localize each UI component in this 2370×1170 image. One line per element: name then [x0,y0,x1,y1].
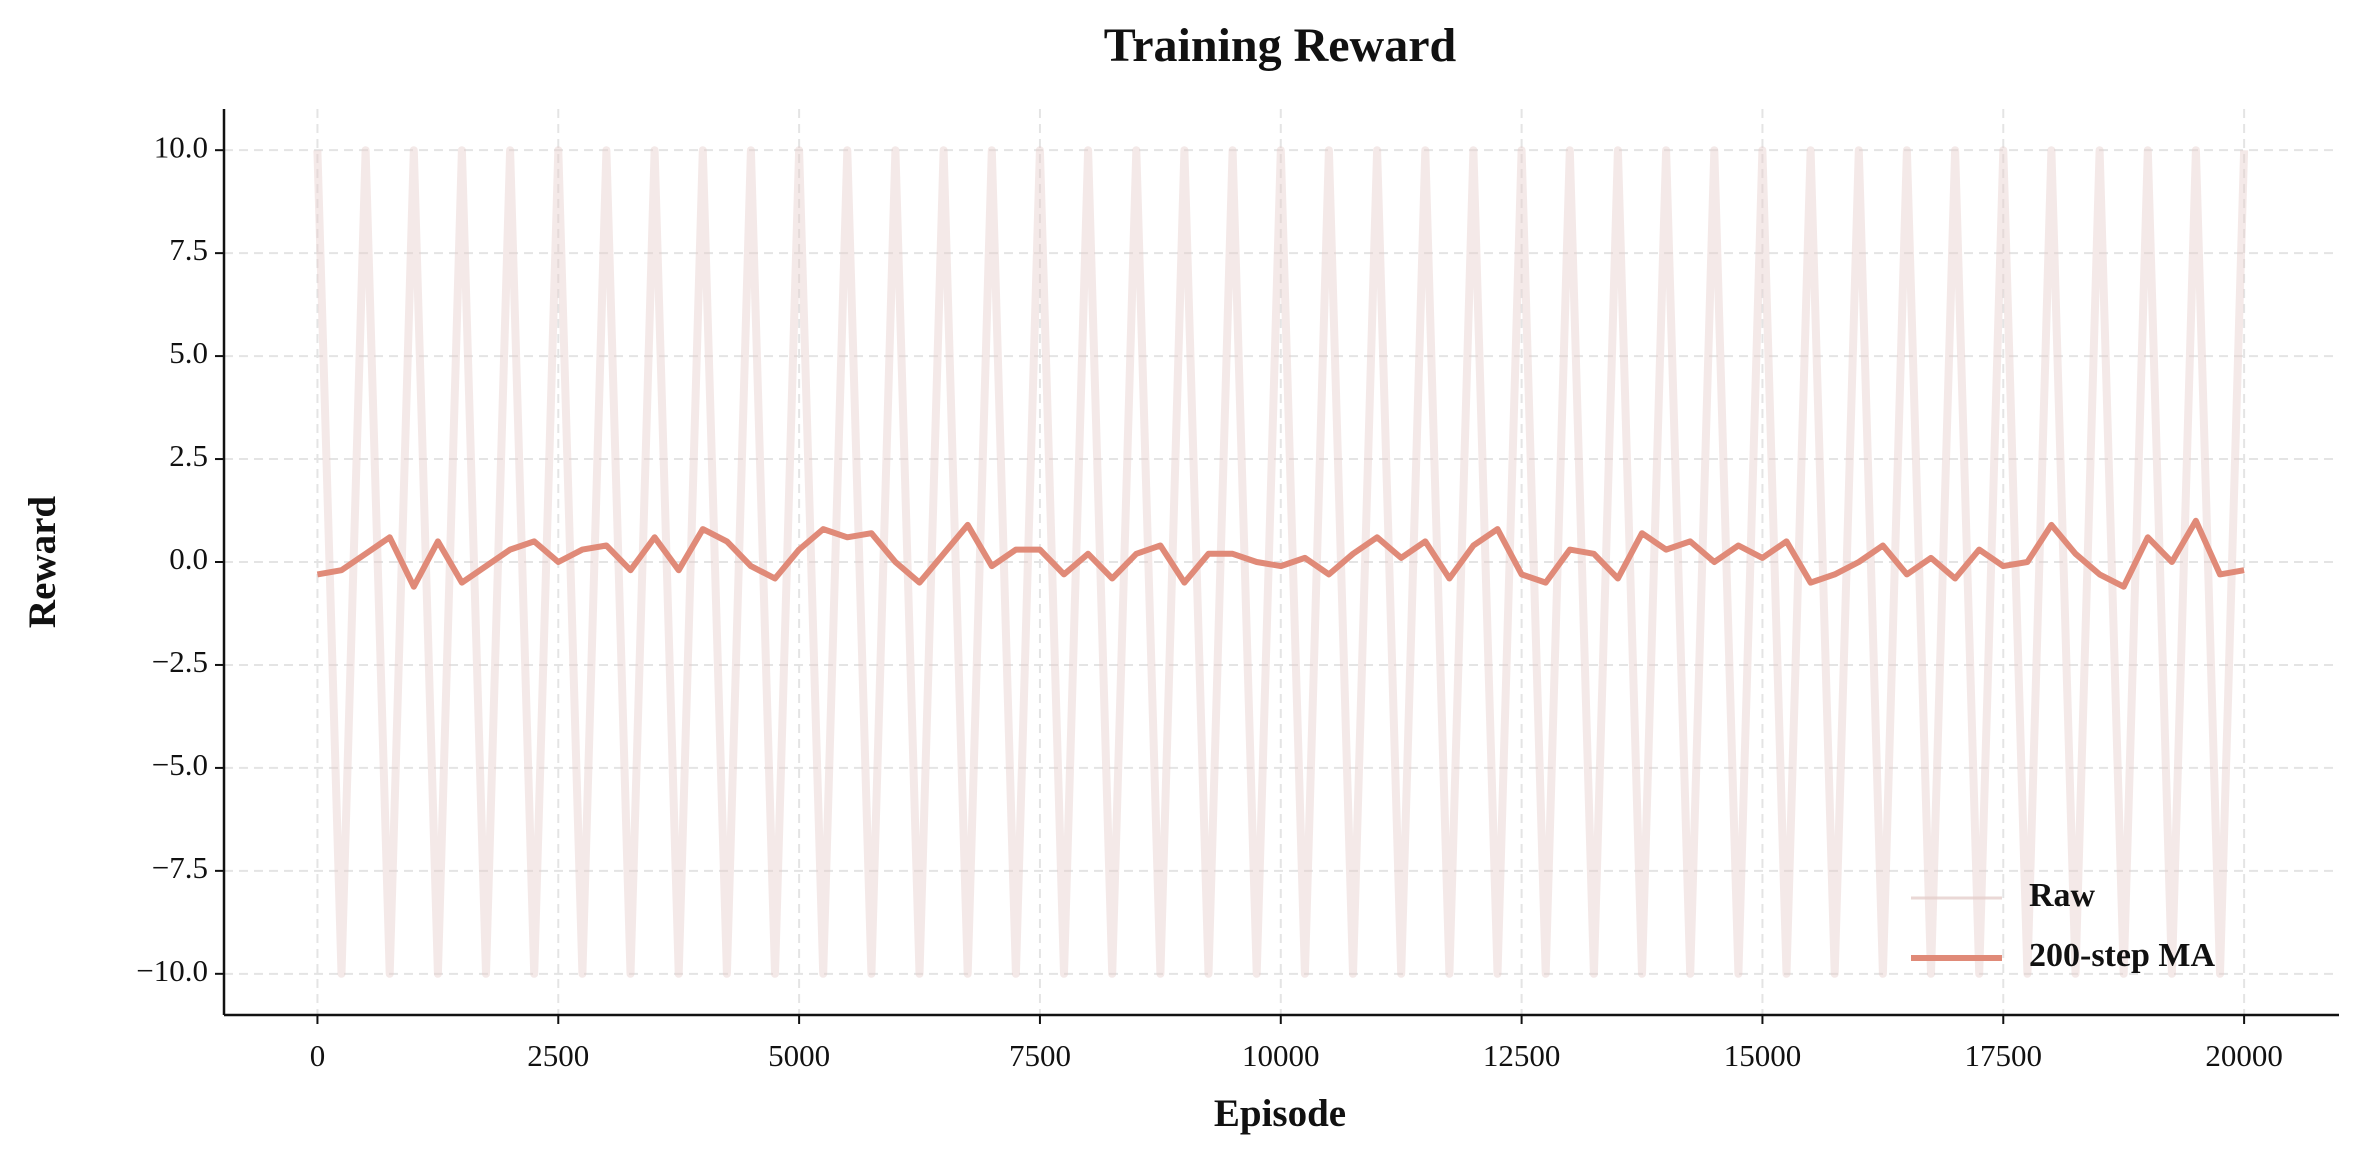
x-tick-label: 5000 [768,1038,830,1073]
chart-title: Training Reward [1104,19,1457,72]
x-tick-label: 20000 [2205,1038,2283,1073]
y-tick-label: 5.0 [169,335,208,370]
y-tick-label: 10.0 [154,129,208,164]
x-tick-label: 2500 [527,1038,589,1073]
y-tick-label: −7.5 [152,850,208,885]
x-tick-label: 15000 [1724,1038,1802,1073]
x-tick-label: 12500 [1483,1038,1561,1073]
y-tick-label: −2.5 [152,644,208,679]
legend-label: 200-step MA [2029,937,2215,974]
line-series [313,146,2249,978]
y-tick-label: 0.0 [169,541,208,576]
x-tick-label: 17500 [1965,1038,2043,1073]
y-tick-label: −5.0 [152,747,208,782]
y-axis-label: Reward [21,496,64,628]
y-tick-label: 7.5 [169,232,208,267]
x-axis-label: Episode [1214,1092,1346,1135]
x-tick-label: 7500 [1009,1038,1071,1073]
legend-label: Raw [2029,877,2096,914]
line-series [316,517,2245,590]
y-tick-label: 2.5 [169,438,208,473]
y-tick-label: −10.0 [136,953,208,988]
x-tick-label: 0 [310,1038,326,1073]
x-tick-label: 10000 [1242,1038,1320,1073]
